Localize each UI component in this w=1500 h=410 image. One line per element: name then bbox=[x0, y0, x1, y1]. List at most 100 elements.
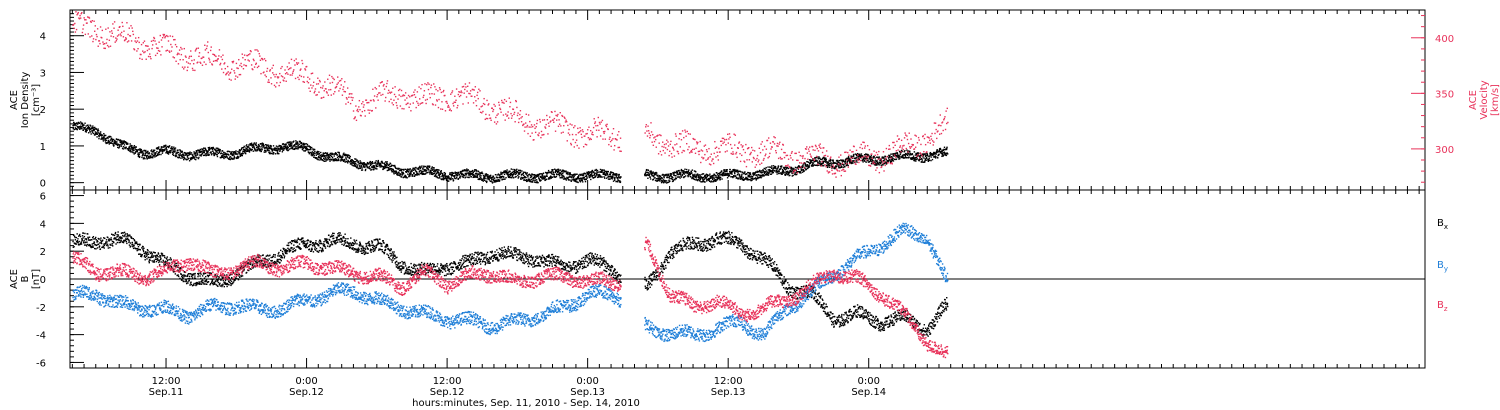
velocity-point bbox=[319, 81, 321, 83]
density-point bbox=[206, 150, 209, 153]
density-point bbox=[258, 145, 260, 147]
density-point bbox=[116, 141, 118, 143]
density-point bbox=[838, 159, 841, 162]
density-point bbox=[550, 172, 553, 174]
density-point bbox=[599, 176, 601, 178]
density-point bbox=[179, 154, 181, 157]
density-point bbox=[128, 146, 131, 148]
velocity-point bbox=[385, 96, 387, 99]
density-point bbox=[321, 155, 324, 158]
velocity-point bbox=[114, 41, 116, 43]
density-point bbox=[404, 174, 406, 177]
velocity-point bbox=[444, 110, 447, 112]
density-point bbox=[751, 179, 753, 181]
density-point bbox=[422, 170, 424, 172]
density-point bbox=[98, 135, 100, 138]
density-point bbox=[674, 171, 677, 174]
velocity-point bbox=[337, 76, 339, 78]
velocity-point bbox=[315, 83, 318, 85]
velocity-point bbox=[264, 59, 267, 62]
density-point bbox=[561, 177, 564, 179]
density-point bbox=[357, 160, 359, 162]
density-point bbox=[83, 128, 85, 130]
velocity-point bbox=[228, 74, 230, 76]
density-point bbox=[295, 146, 297, 148]
density-point bbox=[728, 172, 730, 175]
density-point bbox=[362, 162, 364, 164]
density-point bbox=[870, 156, 872, 159]
density-point bbox=[606, 174, 609, 176]
density-point bbox=[539, 175, 542, 178]
density-point bbox=[139, 151, 141, 154]
density-point bbox=[466, 169, 469, 172]
density-point bbox=[369, 160, 371, 163]
density-point bbox=[420, 172, 423, 175]
density-point bbox=[479, 178, 482, 180]
velocity-point bbox=[393, 99, 395, 101]
velocity-point bbox=[95, 33, 98, 36]
density-point bbox=[250, 149, 252, 152]
velocity-point bbox=[184, 66, 186, 68]
velocity-point bbox=[440, 108, 442, 110]
velocity-point bbox=[208, 59, 211, 61]
density-point bbox=[454, 171, 457, 174]
density-point bbox=[547, 169, 550, 172]
density-point bbox=[395, 171, 398, 173]
velocity-point bbox=[400, 95, 402, 98]
density-point bbox=[759, 170, 761, 172]
density-point bbox=[524, 171, 526, 174]
velocity-point bbox=[270, 77, 272, 79]
density-point bbox=[473, 170, 476, 172]
velocity-point bbox=[431, 93, 433, 95]
density-point bbox=[253, 145, 255, 147]
velocity-point bbox=[394, 95, 397, 98]
density-point bbox=[695, 177, 698, 179]
density-point bbox=[105, 139, 108, 141]
density-point bbox=[736, 174, 739, 176]
density-point bbox=[521, 170, 523, 172]
density-point bbox=[194, 152, 197, 155]
density-point bbox=[867, 159, 869, 161]
density-point bbox=[321, 154, 323, 156]
velocity-point bbox=[109, 31, 111, 33]
density-point bbox=[164, 148, 166, 150]
density-point bbox=[157, 153, 159, 155]
density-point bbox=[137, 149, 139, 151]
density-point bbox=[591, 174, 594, 177]
velocity-point bbox=[111, 32, 113, 34]
density-point bbox=[186, 158, 188, 161]
density-point bbox=[550, 175, 552, 177]
density-point bbox=[354, 165, 357, 167]
density-point bbox=[376, 168, 378, 170]
density-point bbox=[720, 170, 723, 172]
density-point bbox=[514, 171, 517, 173]
density-point bbox=[84, 122, 86, 124]
density-point bbox=[553, 174, 556, 176]
density-point bbox=[938, 153, 940, 156]
density-point bbox=[600, 171, 603, 174]
velocity-point bbox=[375, 88, 378, 90]
density-point bbox=[806, 164, 808, 166]
density-point bbox=[349, 155, 351, 158]
density-point bbox=[156, 154, 158, 157]
density-point bbox=[384, 164, 386, 167]
density-point bbox=[588, 176, 591, 179]
velocity-point bbox=[160, 39, 163, 41]
density-point bbox=[453, 172, 455, 175]
density-point bbox=[434, 169, 436, 171]
density-point bbox=[231, 152, 233, 155]
velocity-point bbox=[142, 42, 145, 44]
density-point bbox=[769, 166, 771, 168]
density-point bbox=[370, 169, 372, 171]
velocity-point bbox=[437, 106, 440, 109]
velocity-point bbox=[192, 69, 194, 71]
density-point bbox=[256, 150, 258, 152]
density-point bbox=[442, 176, 445, 178]
velocity-point bbox=[212, 60, 215, 62]
density-point bbox=[916, 158, 919, 160]
density-point bbox=[277, 145, 279, 148]
density-point bbox=[180, 157, 182, 159]
density-point bbox=[924, 160, 926, 162]
density-point bbox=[826, 166, 829, 169]
density-point bbox=[167, 153, 170, 155]
